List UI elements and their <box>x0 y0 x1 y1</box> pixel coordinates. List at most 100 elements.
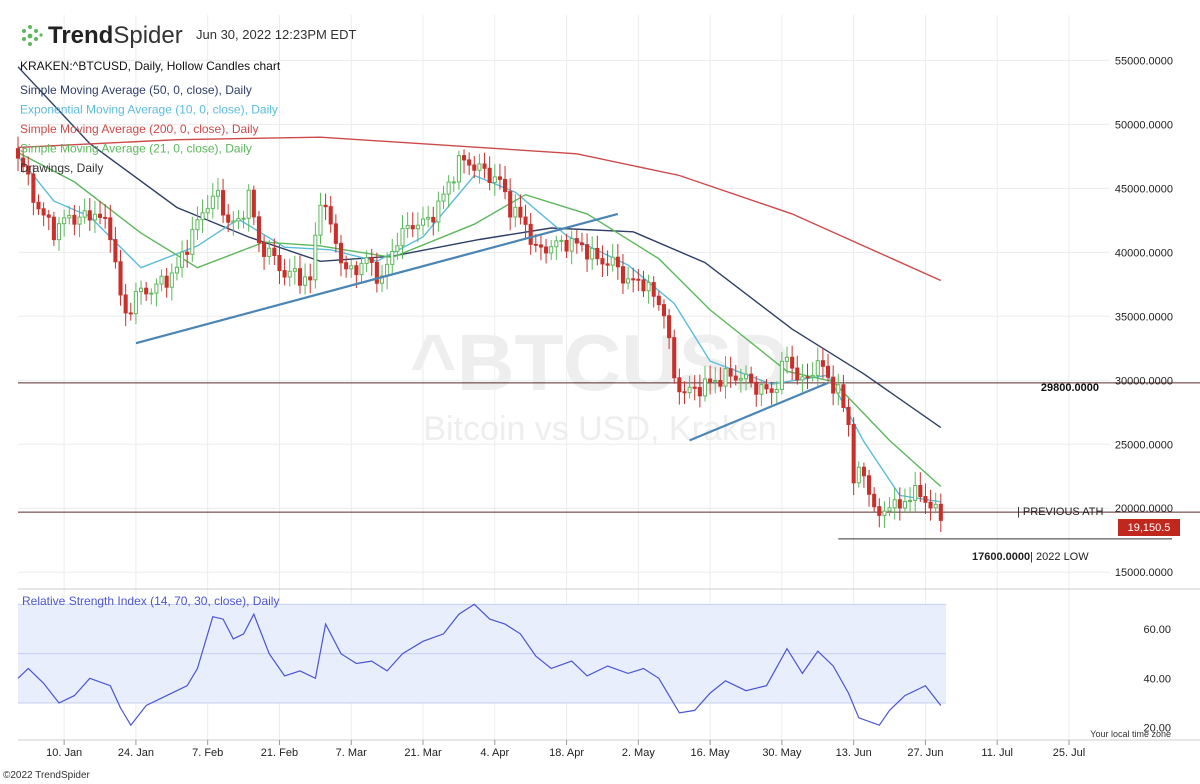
candle-body <box>831 376 836 394</box>
rsi-title: Relative Strength Index (14, 70, 30, clo… <box>22 594 279 608</box>
candle-body <box>918 485 923 498</box>
candle-body <box>487 167 492 183</box>
candle-body <box>810 374 815 378</box>
time-tick-label: 18. Apr <box>549 747 584 759</box>
candle-body <box>154 283 159 294</box>
candle-body <box>282 270 287 278</box>
candle-body <box>26 166 31 175</box>
candle-body <box>595 247 600 260</box>
candle-body <box>461 155 467 161</box>
candle-body <box>205 207 210 214</box>
candle-body <box>364 257 369 264</box>
candle-body <box>318 204 323 236</box>
candle-body <box>579 242 584 246</box>
candle-body <box>538 244 543 248</box>
candle-body <box>231 220 236 223</box>
legend: Simple Moving Average (50, 0, close), Da… <box>20 83 278 175</box>
candle-body <box>251 189 256 218</box>
time-tick-label: 7. Mar <box>336 747 368 759</box>
candle-body <box>431 216 436 223</box>
candle-body <box>749 373 754 383</box>
candle-body <box>133 291 138 315</box>
candle-body <box>856 466 861 484</box>
candle-body <box>764 384 769 390</box>
candle-body <box>672 337 677 379</box>
candle-body <box>892 499 897 509</box>
candle-body <box>415 224 420 230</box>
candle-body <box>784 356 790 362</box>
trendline <box>135 212 619 345</box>
candle-body <box>215 190 220 197</box>
candle-body <box>728 368 733 377</box>
rsi-axis: 20.00 40.00 60.00 <box>1143 624 1171 735</box>
candle-body <box>103 216 108 219</box>
candle-body <box>344 262 349 270</box>
candle-body <box>569 238 574 252</box>
candle-body <box>769 388 774 393</box>
candle-body <box>92 213 97 221</box>
rsi-tick-label: 20.00 <box>1143 723 1171 735</box>
time-tick-label: 24. Jan <box>118 747 154 759</box>
legend-entry: Drawings, Daily <box>20 161 103 175</box>
candle-body <box>923 496 928 503</box>
candle-body <box>528 223 533 245</box>
watermark: ^BTCUSD Bitcoin vs USD, Kraken <box>410 318 790 448</box>
candle-body <box>174 266 179 274</box>
candle-body <box>472 164 477 171</box>
candle-body <box>390 250 395 265</box>
price-tick-label: 40000.0000 <box>1115 247 1173 259</box>
time-tick-label: 21. Feb <box>261 747 298 759</box>
candle-body <box>405 225 410 229</box>
candle-body <box>687 386 692 394</box>
candle-body <box>277 254 282 272</box>
candle-body <box>149 292 154 295</box>
candle-body <box>713 379 718 383</box>
ma-line <box>17 66 942 429</box>
candle-body <box>825 365 831 378</box>
candle-body <box>564 239 569 252</box>
candle-body <box>267 247 272 257</box>
brand-spider: Spider <box>113 22 182 49</box>
candle-body <box>200 212 205 221</box>
candle-body <box>574 238 579 244</box>
candle-body <box>313 234 318 281</box>
candle-body <box>492 176 497 183</box>
candle-body <box>195 219 200 231</box>
candle-body <box>554 240 559 248</box>
candle-body <box>410 225 415 230</box>
price-axis: 15000.0000 20000.0000 25000.0000 30000.0000… <box>1115 55 1173 579</box>
time-tick-label: 13. Jun <box>836 747 872 759</box>
candle-body <box>708 378 713 383</box>
rsi-line <box>17 603 946 727</box>
candle-body <box>626 278 631 284</box>
candle-body <box>31 173 36 203</box>
candle-body <box>15 148 21 159</box>
candle-body <box>544 246 549 254</box>
candle-body <box>82 210 87 218</box>
rsi-tick-label: 60.00 <box>1143 624 1171 636</box>
candle-body <box>349 265 354 270</box>
candle-body <box>846 406 851 425</box>
candle-body <box>333 223 338 244</box>
candle-body <box>523 216 528 225</box>
candles <box>15 136 943 533</box>
candle-body <box>497 176 502 180</box>
time-axis: 10. Jan 24. Jan 7. Feb 21. Feb 7. Mar 21. Mar… <box>46 740 1085 759</box>
rsi-tick-label: 40.00 <box>1143 673 1171 685</box>
candle-body <box>667 315 672 339</box>
candle-body <box>872 493 877 508</box>
candle-body <box>323 204 328 208</box>
candle-body <box>144 287 149 295</box>
candle-body <box>467 159 472 166</box>
candle-body <box>108 217 113 241</box>
candle-body <box>303 276 308 286</box>
price-tick-label: 30000.0000 <box>1115 375 1173 387</box>
candle-body <box>395 245 400 252</box>
ma-line <box>17 151 942 488</box>
candle-body <box>913 485 918 501</box>
candle-body <box>641 279 646 292</box>
time-tick-label: 10. Jan <box>46 747 82 759</box>
candle-body <box>508 191 513 218</box>
candle-body <box>631 278 636 281</box>
candle-body <box>820 360 825 367</box>
